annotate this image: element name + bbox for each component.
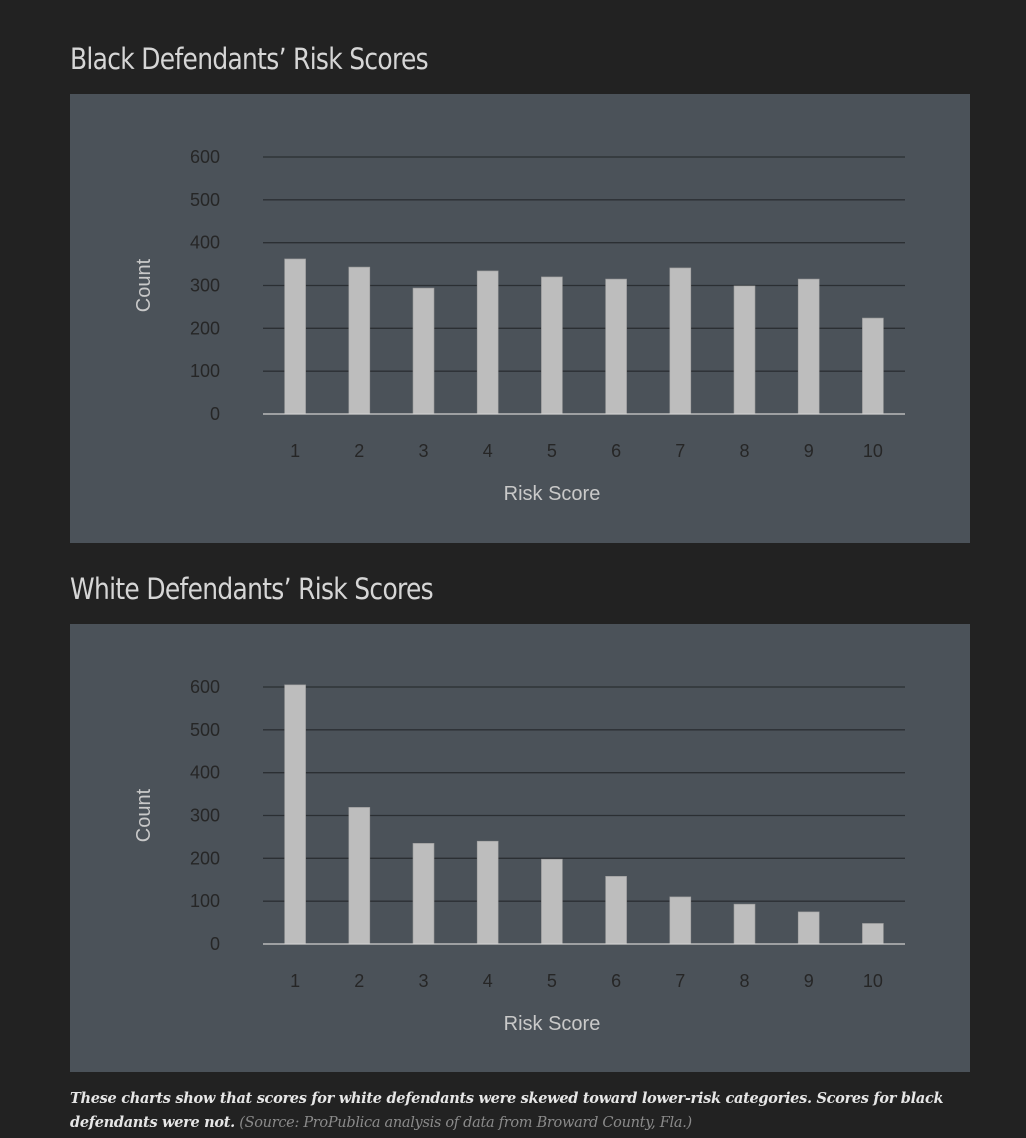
x-tick-label: 6 [611,971,621,991]
y-tick-label: 200 [190,318,220,338]
x-tick-label: 3 [418,441,428,461]
bar [797,911,820,945]
x-tick-label: 2 [354,971,364,991]
y-tick-label: 600 [190,677,220,697]
x-tick-label: 5 [547,441,557,461]
bar [348,807,371,945]
bar [284,258,306,415]
x-tick-label: 1 [290,971,300,991]
x-axis-title: Risk Score [504,483,601,505]
bar [733,903,756,945]
x-tick-label: 5 [547,971,557,991]
y-tick-label: 300 [190,276,220,296]
x-axis-title: Risk Score [504,1013,601,1035]
chart-title-white: White Defendants’ Risk Scores [70,572,434,606]
y-tick-label: 600 [190,147,220,167]
x-tick-label: 10 [863,441,883,461]
bar [541,858,563,945]
x-tick-label: 8 [739,971,749,991]
bar-chart-white: 0 100 200 300 400 500 600 1 2 3 4 5 6 7 8 9 10 Risk Score… [133,677,905,1035]
x-tick-label: 4 [483,971,493,991]
y-tick-label: 0 [210,934,220,954]
y-tick-label: 100 [190,361,220,381]
x-tick-label: 8 [739,441,749,461]
x-tick-label: 2 [354,441,364,461]
bar [476,270,499,415]
x-tick-label: 9 [804,971,814,991]
bar [797,278,820,415]
y-tick-label: 500 [190,190,220,210]
y-tick-label: 300 [190,806,220,826]
x-tick-label: 3 [418,971,428,991]
bar [284,684,306,945]
chart-caption: These charts show that scores for white … [70,1087,980,1135]
y-tick-label: 500 [190,720,220,740]
chart-panel-white: 0 100 200 300 400 500 600 1 2 3 4 5 6 7 8 9 10 Risk Score… [70,624,970,1072]
bar [733,285,756,415]
y-tick-label: 0 [210,404,220,424]
y-tick-label: 200 [190,848,220,868]
y-tick-label: 400 [190,763,220,783]
bar [862,923,884,945]
bar-chart-black: 0 100 200 300 400 500 600 1 2 3 4 5 6 7 8 9 10 Risk Score… [133,147,905,505]
chart-title-black: Black Defendants’ Risk Scores [70,42,429,76]
bar [605,876,627,945]
y-tick-label: 400 [190,233,220,253]
bar [669,896,692,945]
x-tick-label: 4 [483,441,493,461]
bar [605,278,627,415]
y-tick-label: 100 [190,891,220,911]
y-axis-title: Count [133,258,155,312]
x-tick-label: 10 [863,971,883,991]
caption-source: (Source: ProPublica analysis of data fro… [239,1115,692,1131]
x-tick-label: 9 [804,441,814,461]
chart-panel-black: 0 100 200 300 400 500 600 1 2 3 4 5 6 7 8 9 10 Risk Score… [70,94,970,543]
y-axis-title: Count [133,788,155,842]
bar [669,267,692,415]
bar [412,287,435,415]
x-tick-label: 6 [611,441,621,461]
bar [348,266,371,415]
x-tick-label: 7 [675,441,685,461]
x-tick-label: 1 [290,441,300,461]
bar [476,840,499,945]
bar [541,276,563,415]
bar [412,843,435,945]
caption-text: These charts show that scores for white … [70,1090,944,1131]
bar [862,317,884,415]
x-tick-label: 7 [675,971,685,991]
